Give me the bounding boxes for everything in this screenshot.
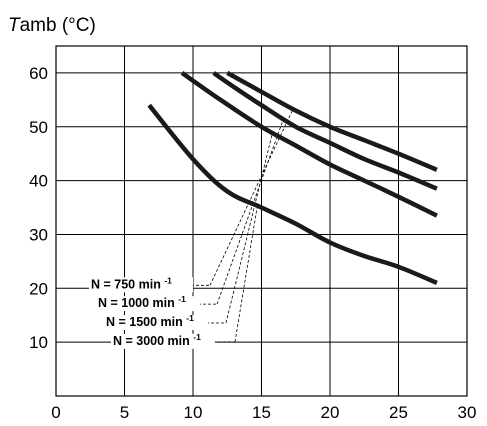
y-tick-label: 10 xyxy=(29,333,48,352)
legend-label-bg xyxy=(104,315,208,330)
legend-entry-label: N = 3000 min xyxy=(113,334,193,348)
x-tick-label: 25 xyxy=(389,403,408,422)
series-line-3 xyxy=(180,71,438,218)
legend-entry-4: N = 3000 min -1 xyxy=(113,332,201,348)
legend-label-bg xyxy=(96,296,200,312)
legend-entry-label: N = 1500 min xyxy=(106,315,186,329)
legend-entry-superscript: -1 xyxy=(193,332,201,342)
legend-entry-1: N = 750 min -1 xyxy=(91,275,172,291)
legend-leader-4 xyxy=(234,205,258,342)
legend-leader-2 xyxy=(216,118,284,305)
legend-entry-3: N = 1500 min -1 xyxy=(106,313,194,329)
legend-entry-2: N = 1000 min -1 xyxy=(98,294,186,310)
series-lines xyxy=(147,70,438,285)
x-tick-label: 20 xyxy=(321,403,340,422)
legend-entry-superscript: -1 xyxy=(186,313,194,323)
x-tick-label: 5 xyxy=(120,403,129,422)
y-tick-label: 60 xyxy=(29,64,48,83)
legend-entry-label: N = 1000 min xyxy=(98,296,178,310)
legend: N = 750 min -1N = 1000 min -1N = 1500 mi… xyxy=(89,275,215,349)
y-axis-label-rest: amb (°C) xyxy=(20,15,96,36)
y-tick-label: 40 xyxy=(29,172,48,191)
legend-leader-3 xyxy=(225,132,273,324)
plot-frame xyxy=(55,45,468,397)
legend-leaders xyxy=(191,108,294,343)
y-axis-label-italic: T xyxy=(8,15,21,36)
y-axis: 10 20 30 40 50 60 xyxy=(29,64,48,352)
legend-label-bg xyxy=(89,277,193,293)
x-tick-label: 10 xyxy=(184,403,203,422)
y-tick-label: 20 xyxy=(29,279,48,298)
series-line-1 xyxy=(226,70,438,172)
series-line-4 xyxy=(147,103,438,285)
x-tick-label: 0 xyxy=(51,403,60,422)
legend-entry-superscript: -1 xyxy=(178,294,186,304)
y-axis-label: Tamb (°C) xyxy=(8,15,96,36)
legend-entry-superscript: -1 xyxy=(164,275,172,285)
y-tick-label: 30 xyxy=(29,225,48,244)
x-tick-label: 15 xyxy=(252,403,271,422)
y-tick-label: 50 xyxy=(29,118,48,137)
legend-entry-label: N = 750 min xyxy=(91,277,164,291)
x-axis: 0 5 10 15 20 25 30 xyxy=(51,403,476,422)
series-line-2 xyxy=(212,71,438,191)
x-tick-label: 30 xyxy=(458,403,477,422)
legend-label-bg xyxy=(111,333,215,349)
